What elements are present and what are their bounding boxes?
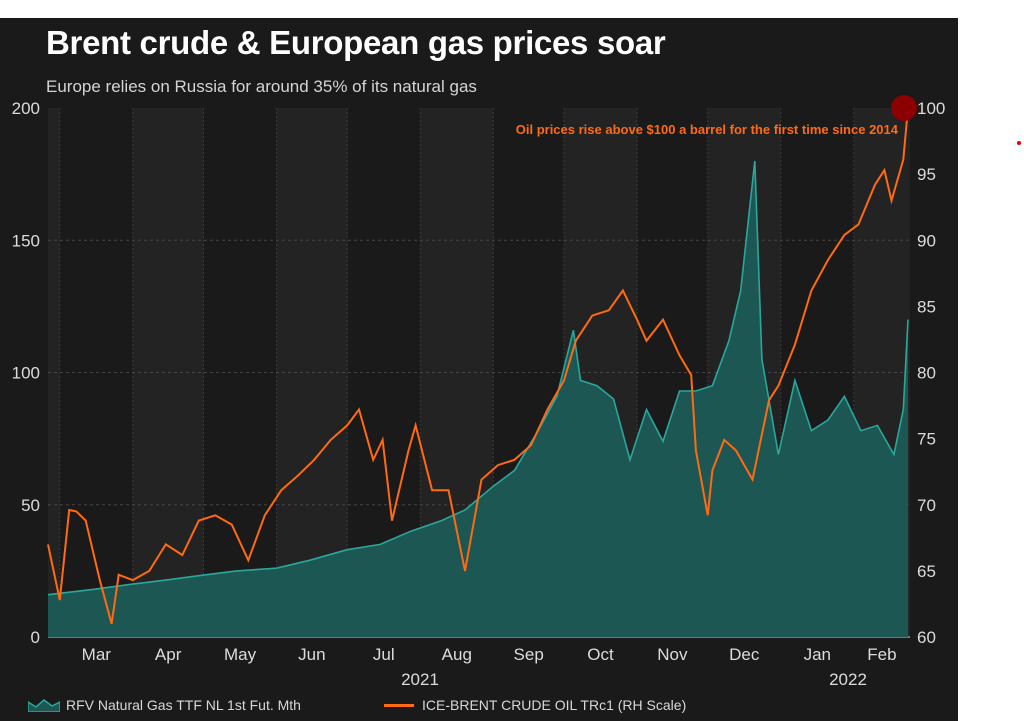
gas-line xyxy=(47,160,909,596)
x-tick-label: Nov xyxy=(657,645,688,664)
oil-line xyxy=(47,107,909,625)
left-tick-label: 150 xyxy=(12,231,40,250)
right-tick-label: 80 xyxy=(917,364,936,383)
left-tick-label: 0 xyxy=(31,628,40,647)
right-tick-label: 70 xyxy=(917,496,936,515)
legend-item-oil-label: ICE-BRENT CRUDE OIL TRc1 (RH Scale) xyxy=(384,697,686,713)
right-tick-label: 95 xyxy=(917,165,936,184)
right-tick-label: 75 xyxy=(917,430,936,449)
x-tick-label: Mar xyxy=(82,645,112,664)
legend-label-oil: ICE-BRENT CRUDE OIL TRc1 (RH Scale) xyxy=(422,697,687,713)
month-band xyxy=(48,108,60,637)
x-tick-label: Apr xyxy=(155,645,182,664)
year-label: 2021 xyxy=(401,670,439,689)
right-tick-label: 60 xyxy=(917,628,936,647)
x-tick-label: Jun xyxy=(298,645,325,664)
legend-item-gas: RFV Natural Gas TTF NL 1st Fut. Mth xyxy=(28,697,301,713)
right-tick-label: 90 xyxy=(917,231,936,250)
x-tick-label: Feb xyxy=(867,645,896,664)
gas-area xyxy=(48,160,908,637)
left-tick-label: 50 xyxy=(21,496,40,515)
x-tick-label: Dec xyxy=(729,645,760,664)
annotation: Oil prices rise above $100 a barrel for … xyxy=(516,122,899,137)
right-tick-label: 65 xyxy=(917,562,936,581)
x-tick-label: Jul xyxy=(373,645,395,664)
right-tick-label: 85 xyxy=(917,297,936,316)
right-tick-label: 100 xyxy=(917,99,945,118)
area-swatch-icon xyxy=(28,699,60,712)
left-tick-label: 100 xyxy=(12,364,40,383)
x-tick-label: Jan xyxy=(804,645,831,664)
chart-title: Brent crude & European gas prices soar xyxy=(46,24,666,61)
x-tick-label: Aug xyxy=(442,645,472,664)
x-tick-label: Oct xyxy=(587,645,614,664)
legend-label-gas: RFV Natural Gas TTF NL 1st Fut. Mth xyxy=(66,697,301,713)
x-tick-label: May xyxy=(224,645,257,664)
year-label: 2022 xyxy=(829,670,867,689)
left-tick-label: 200 xyxy=(12,99,40,118)
x-tick-label: Sep xyxy=(514,645,544,664)
stray-dot xyxy=(1017,141,1021,145)
oil-100-marker xyxy=(891,95,917,121)
chart-subtitle: Europe relies on Russia for around 35% o… xyxy=(46,77,477,96)
line-swatch-icon xyxy=(384,703,414,707)
